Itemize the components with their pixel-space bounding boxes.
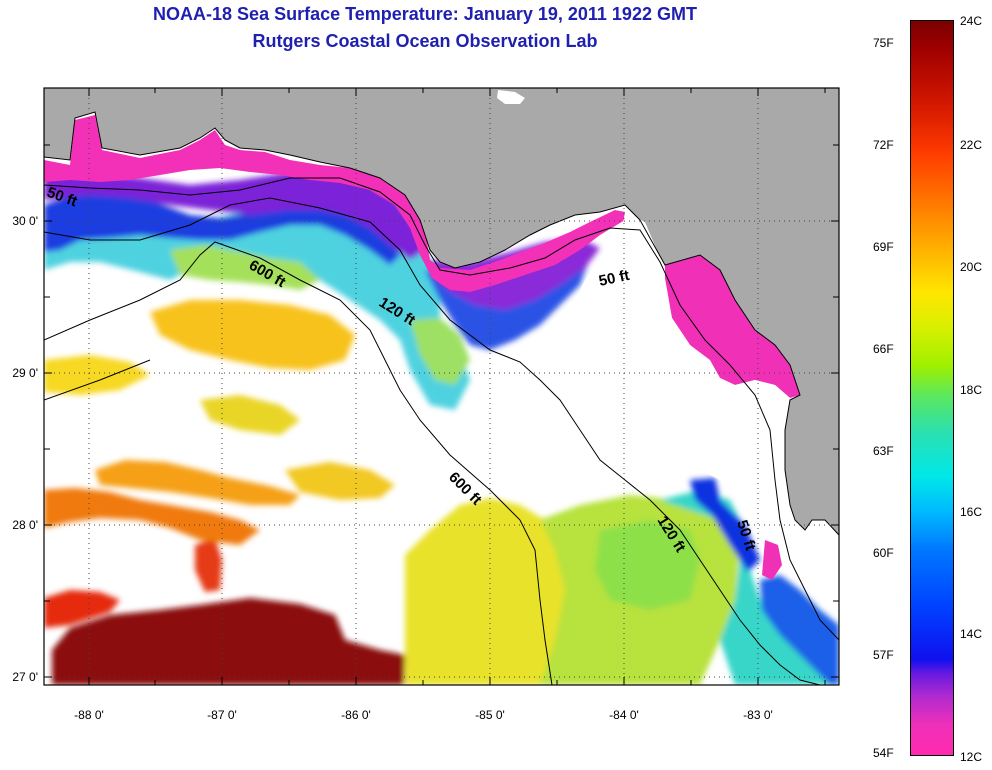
contour-50ft <box>44 177 839 641</box>
land-mass <box>44 88 839 535</box>
map-title: NOAA-18 Sea Surface Temperature: January… <box>153 4 697 24</box>
lon-tick-label: -87 0' <box>207 708 237 722</box>
colorbar-c-label: 18C <box>960 383 983 397</box>
lon-tick-label: -86 0' <box>341 708 371 722</box>
lon-tick-label: -84 0' <box>609 708 639 722</box>
colorbar-f-label: 69F <box>873 240 894 254</box>
sst-blue-shelf <box>760 575 839 685</box>
lat-tick-label: 27 0' <box>12 670 38 684</box>
colorbar-c-label: 20C <box>960 260 983 274</box>
lat-tick-label: 29 0' <box>12 366 38 380</box>
sst-orange-patch <box>95 460 300 505</box>
sst-yellow-mass <box>405 498 570 685</box>
colorbar-c-label: 14C <box>960 627 983 641</box>
map-subtitle: Rutgers Coastal Ocean Observation Lab <box>252 31 598 51</box>
colorbar-c-label: 24C <box>960 14 983 28</box>
lat-tick-label: 28 0' <box>12 518 38 532</box>
sst-yellow-patch <box>200 395 300 435</box>
sst-magenta-apalachee <box>665 255 800 398</box>
sst-cyan-north <box>44 195 470 410</box>
colorbar-f-label: 57F <box>873 648 894 662</box>
sst-green-patch <box>595 520 700 610</box>
sst-green-north <box>170 245 320 290</box>
sst-green-north <box>410 318 470 385</box>
lon-tick-label: -88 0' <box>74 708 104 722</box>
contour-600ft-outer <box>44 359 151 401</box>
lon-tick-label: -85 0' <box>475 708 505 722</box>
sst-magenta-coast <box>44 115 625 292</box>
sst-red-patch <box>195 538 222 592</box>
contour-600ft <box>44 241 553 685</box>
colorbar-c-label: 22C <box>960 138 983 152</box>
colorbar-c-label: 16C <box>960 505 983 519</box>
colorbar-f-label: 66F <box>873 342 894 356</box>
contour-label-50ft: 50 ft <box>597 267 631 290</box>
tick-marks <box>44 88 839 685</box>
sst-yellow-orange-patch <box>150 300 355 370</box>
colorbar-c-label: 12C <box>960 750 983 764</box>
colorbar-f-label: 60F <box>873 546 894 560</box>
colorbar-f-label: 72F <box>873 138 894 152</box>
sst-magenta-southern <box>762 540 782 580</box>
lon-tick-label: -83 0' <box>743 708 773 722</box>
sst-orange-patch <box>44 488 260 545</box>
cloud-coastal <box>575 212 795 530</box>
sst-warm-red-patch <box>52 598 405 685</box>
colorbar-f-label: 63F <box>873 444 894 458</box>
coastline <box>44 111 839 536</box>
lat-tick-label: 30 0' <box>12 214 38 228</box>
colorbar-f-label: 75F <box>873 36 894 50</box>
sst-yellow-patch <box>285 462 395 500</box>
colorbar-f-label: 54F <box>873 746 894 760</box>
map-frame <box>43 87 840 686</box>
cloud-over-land <box>497 90 525 104</box>
contour-120ft <box>44 197 821 685</box>
temperature-colorbar <box>910 20 954 756</box>
sst-yellow-patch <box>44 355 150 395</box>
sst-purple-north <box>44 172 425 260</box>
sst-red-patch <box>44 590 120 628</box>
